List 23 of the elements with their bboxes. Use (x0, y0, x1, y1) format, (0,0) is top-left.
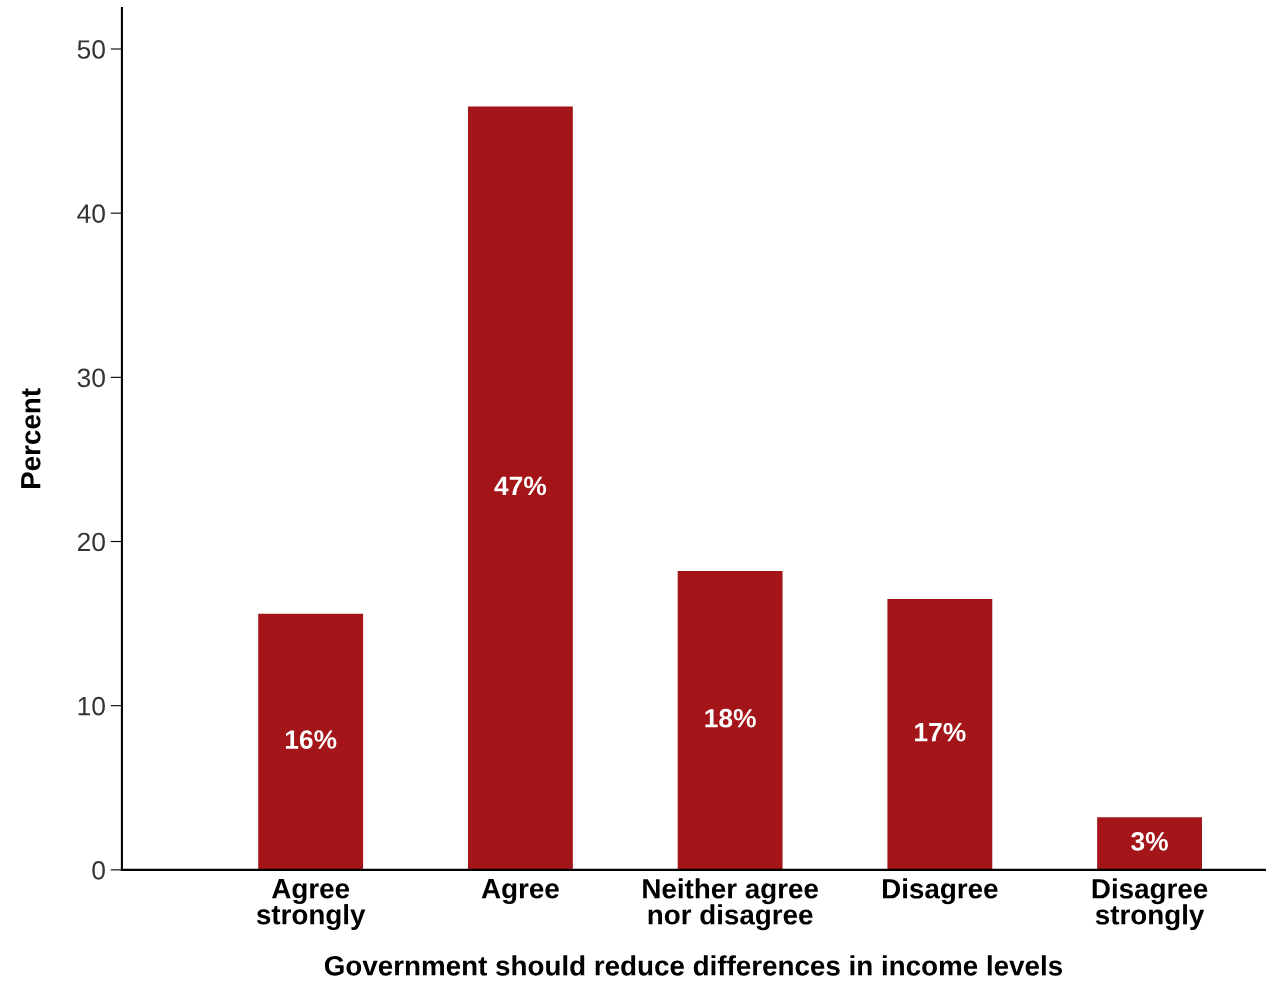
x-tick-label: Agree (481, 879, 559, 905)
data-label: 17% (915, 722, 966, 742)
x-axis-title: Government should reduce differences in income levels (324, 955, 1063, 976)
x-tick-label: Disagree (883, 878, 998, 905)
y-tick-label: 30 (77, 368, 105, 388)
bar (677, 571, 783, 870)
bar (258, 613, 364, 870)
x-tick-label: Disagree strongly (1092, 878, 1208, 931)
y-tick-label: 10 (78, 696, 105, 716)
bar (887, 598, 993, 870)
data-label: 3% (1131, 832, 1168, 851)
bar (467, 106, 573, 870)
bar (1097, 817, 1202, 870)
y-axis-title: Percent (21, 388, 41, 488)
data-label: 18% (705, 708, 756, 728)
x-tick-label: Neither agree nor disagree (643, 878, 818, 931)
y-tick-label: 50 (77, 40, 105, 59)
y-tick-label: 20 (77, 532, 105, 552)
y-tick-label: 40 (77, 204, 105, 223)
x-tick-label: Agree strongly (256, 879, 366, 931)
data-label: 16% (285, 730, 337, 749)
data-label: 47% (494, 476, 547, 496)
y-tick-label: 0 (92, 861, 105, 880)
